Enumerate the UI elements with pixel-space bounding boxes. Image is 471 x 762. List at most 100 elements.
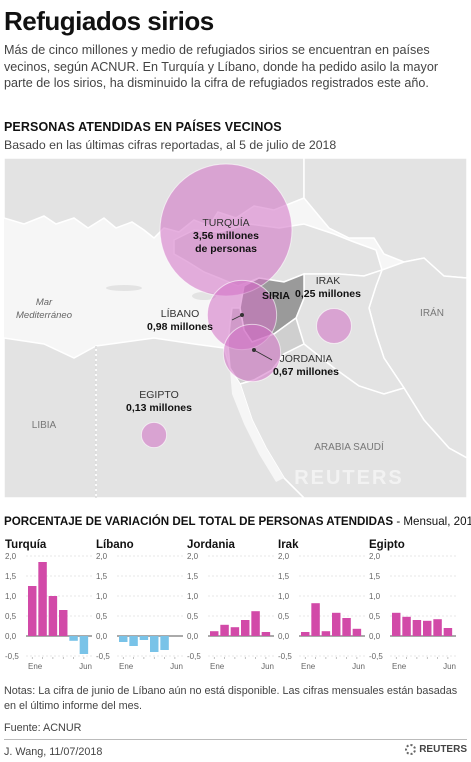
map-heading: PERSONAS ATENDIDAS EN PAÍSES VECINOS <box>4 120 282 134</box>
divider <box>4 739 467 740</box>
bubble-value-egipto: 0,13 millones <box>126 402 192 414</box>
x-tick-label: Jun <box>352 662 365 671</box>
bar-ene <box>119 636 128 642</box>
sea-label-mediterraneo: Mediterráneo <box>16 310 72 321</box>
bar-jun <box>443 628 453 636</box>
bar-ene <box>210 631 219 636</box>
x-tick-label: Jun <box>261 662 274 671</box>
bubble-value-líbano: 0,98 millones <box>147 321 213 333</box>
bar-may <box>160 636 169 650</box>
page-title: Refugiados sirios <box>4 6 214 36</box>
bar-ene <box>28 586 37 636</box>
y-tick-label: -0,5 <box>5 652 19 661</box>
y-tick-label: 0,5 <box>369 612 381 621</box>
y-tick-label: 2,0 <box>187 552 199 561</box>
bar-mar <box>48 596 58 636</box>
y-tick-label: -0,5 <box>369 652 383 661</box>
y-tick-label: 0,0 <box>278 632 290 641</box>
bubble-name-líbano: LÍBANO <box>161 307 200 320</box>
bar-ene <box>301 632 310 636</box>
y-tick-label: -0,5 <box>278 652 292 661</box>
bar-may <box>69 636 78 641</box>
y-tick-label: 1,0 <box>187 592 199 601</box>
bar-abr <box>423 620 432 636</box>
bar-feb <box>402 616 411 636</box>
y-tick-label: 1,5 <box>187 572 199 581</box>
bar-may <box>433 619 442 636</box>
region-label-iran: IRÁN <box>420 306 444 319</box>
bar-panel-líbano: Líbano 2,0 1,5 1,0 0,5 0,0 -0,5 Ene Jun <box>95 536 187 676</box>
x-tick-label: Ene <box>301 662 316 671</box>
bubble-layer <box>140 163 352 449</box>
x-tick-label: Jun <box>79 662 92 671</box>
y-tick-label: 2,0 <box>369 552 381 561</box>
land-crete <box>106 285 142 291</box>
bubble-name-turquía: TURQUÍA <box>202 216 249 229</box>
land-east-north <box>303 158 467 279</box>
connector-dot-jordania <box>252 348 256 352</box>
y-tick-label: 1,0 <box>5 592 17 601</box>
bubble-value-irak: 0,25 millones <box>295 288 361 300</box>
y-tick-label: 2,0 <box>5 552 17 561</box>
y-tick-label: 1,5 <box>278 572 290 581</box>
bar-panel-jordania: Jordania 2,0 1,5 1,0 0,5 0,0 -0,5 Ene Jun <box>186 536 278 676</box>
bubble-name-jordania: JORDANIA <box>279 353 332 365</box>
bubble-irak <box>316 308 352 344</box>
bar-charts-title: PORCENTAJE DE VARIACIÓN DEL TOTAL DE PER… <box>4 515 394 528</box>
bar-mar <box>139 636 149 640</box>
x-tick-label: Ene <box>210 662 225 671</box>
notes: Notas: La cifra de junio de Líbano aún n… <box>4 685 458 712</box>
bubble-value-turquía: 3,56 millones <box>193 230 259 242</box>
bar-jun <box>352 628 362 636</box>
bar-ene <box>392 612 401 636</box>
bar-feb <box>38 562 47 636</box>
connector-jordania <box>253 349 273 361</box>
panel-title: Jordania <box>187 539 236 551</box>
bubble-value-turquía-2: de personas <box>195 243 257 255</box>
bar-charts-heading: PORCENTAJE DE VARIACIÓN DEL TOTAL DE PER… <box>4 515 471 528</box>
bar-feb <box>220 624 229 636</box>
bar-may <box>342 618 351 636</box>
source: Fuente: ACNUR <box>4 722 82 734</box>
y-tick-label: 2,0 <box>96 552 108 561</box>
x-tick-label: Jun <box>443 662 456 671</box>
y-tick-label: 1,0 <box>96 592 108 601</box>
y-tick-label: 0,0 <box>5 632 17 641</box>
y-tick-label: -0,5 <box>96 652 110 661</box>
panel-title: Egipto <box>369 539 405 551</box>
x-tick-label: Ene <box>28 662 43 671</box>
y-tick-label: 0,5 <box>187 612 199 621</box>
reuters-logo-icon <box>405 744 417 755</box>
panel-title: Irak <box>278 539 299 551</box>
reuters-logo: REUTERS <box>405 744 467 755</box>
red-sea <box>230 370 284 482</box>
bar-mar <box>412 620 422 636</box>
bar-mar <box>321 631 331 636</box>
bar-jun <box>79 636 89 654</box>
bar-mar <box>230 627 240 636</box>
y-tick-label: 1,0 <box>278 592 290 601</box>
y-tick-label: 1,5 <box>369 572 381 581</box>
credit: J. Wang, 11/07/2018 <box>4 746 103 758</box>
region-label-libia: LIBIA <box>32 420 57 431</box>
y-tick-label: -0,5 <box>187 652 201 661</box>
refugee-map: Mar Mediterráneo LIBIA IRÁN ARABIA SAUDÍ… <box>4 158 467 498</box>
bubble-egipto <box>140 421 168 449</box>
y-tick-label: 0,5 <box>278 612 290 621</box>
x-tick-label: Jun <box>170 662 183 671</box>
bubble-jordania <box>222 323 282 383</box>
x-tick-label: Ene <box>119 662 134 671</box>
bar-panel-turquía: Turquía 2,0 1,5 1,0 0,5 0,0 -0,5 Ene Jun <box>4 536 96 676</box>
land-libya <box>4 337 97 498</box>
map-watermark: REUTERS <box>294 467 404 489</box>
x-tick-label: Ene <box>392 662 407 671</box>
bar-abr <box>332 612 341 636</box>
bar-abr <box>150 636 159 652</box>
bar-abr <box>59 610 68 636</box>
bar-charts-subtitle: - Mensual, 2018 <box>396 515 471 528</box>
y-tick-label: 0,5 <box>96 612 108 621</box>
